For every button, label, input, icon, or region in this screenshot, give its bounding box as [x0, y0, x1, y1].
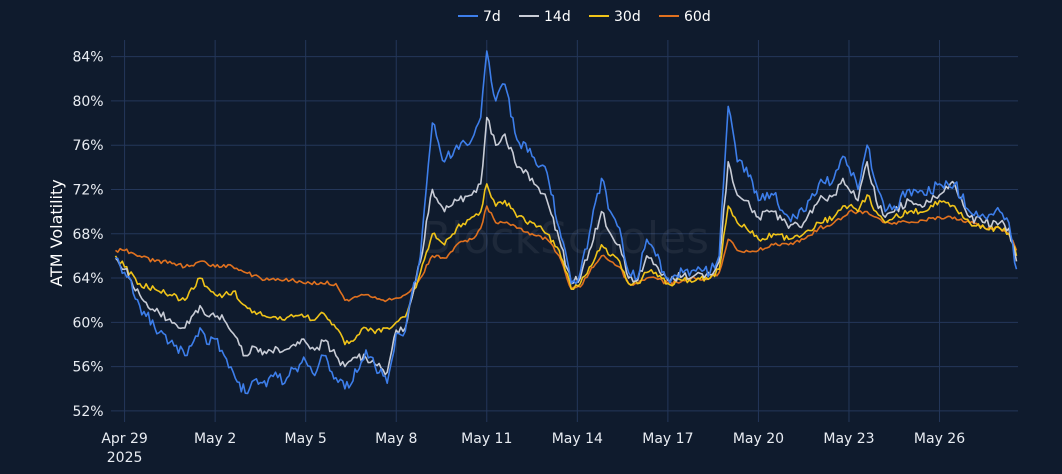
y-axis-title: ATM Volatility [47, 179, 66, 286]
legend-label: 30d [614, 9, 641, 25]
legend: 7d 14d 30d 60d [458, 9, 711, 25]
watermark: BlockScholes [421, 213, 709, 264]
x-tick-label: May 2 [194, 431, 236, 447]
legend-item-14d[interactable]: 14d [519, 9, 571, 25]
series-line-60d [115, 205, 1018, 303]
x-tick-label: May 14 [552, 431, 603, 447]
x-tick-label: May 20 [733, 431, 784, 447]
grid [111, 40, 1018, 422]
legend-item-60d[interactable]: 60d [659, 9, 711, 25]
y-tick-label: 60% [72, 315, 103, 331]
x-tick-label: May 8 [375, 431, 417, 447]
x-tick-label: May 23 [823, 431, 874, 447]
y-tick-label: 56% [72, 360, 103, 376]
y-axis: 52% 56% 60% 64% 68% 72% 76% 80% 84% [72, 50, 103, 420]
legend-label: 60d [684, 9, 711, 25]
y-tick-label: 68% [72, 227, 103, 243]
y-tick-label: 72% [72, 182, 103, 198]
y-tick-label: 80% [72, 94, 103, 110]
x-tick-label: May 5 [285, 431, 327, 447]
x-tick-label: May 17 [642, 431, 693, 447]
legend-label: 14d [544, 9, 571, 25]
x-tick-sublabel: 2025 [107, 450, 143, 466]
y-tick-label: 84% [72, 50, 103, 66]
series-line-7d [115, 50, 1018, 395]
y-tick-label: 52% [72, 404, 103, 420]
x-tick-label: May 11 [461, 431, 512, 447]
legend-label: 7d [483, 9, 501, 25]
x-tick-label: Apr 29 [101, 431, 147, 447]
series-line-14d [114, 116, 1018, 376]
x-axis: Apr 29 2025 May 2 May 5 May 8 May 11 May 14 May… [101, 431, 965, 466]
legend-item-7d[interactable]: 7d [458, 9, 501, 25]
x-tick-label: May 26 [914, 431, 965, 447]
series-layer [114, 50, 1018, 395]
legend-item-30d[interactable]: 30d [589, 9, 641, 25]
series-line-30d [114, 183, 1018, 346]
y-tick-label: 76% [72, 138, 103, 154]
y-tick-label: 64% [72, 271, 103, 287]
